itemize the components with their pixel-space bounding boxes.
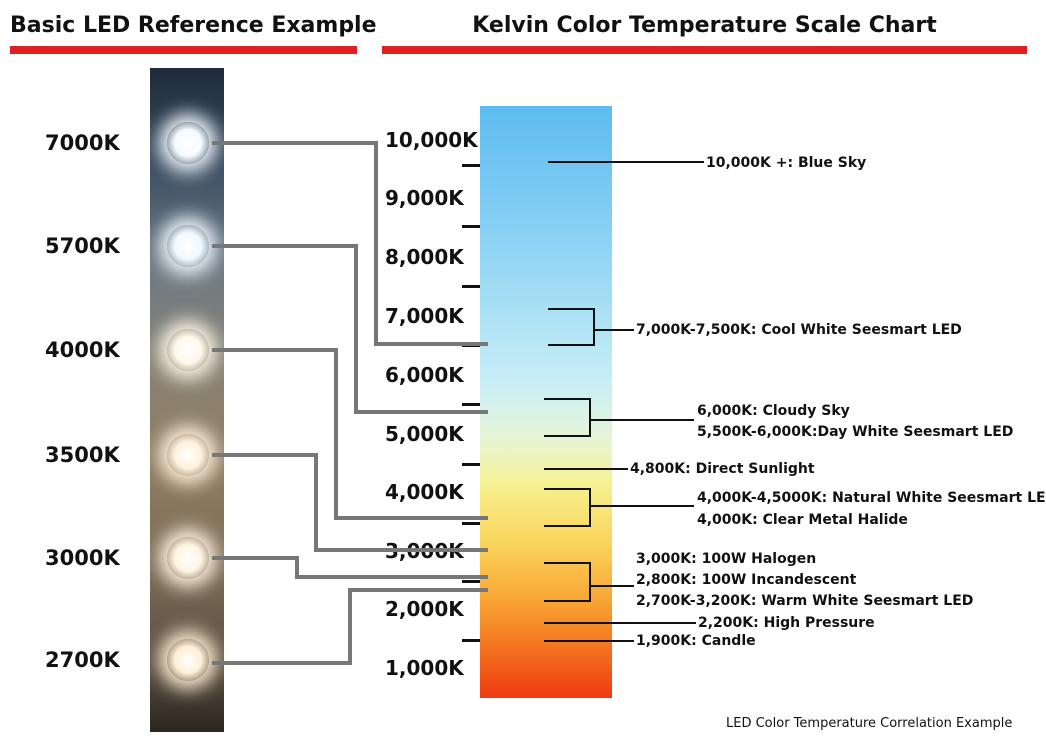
annotation-halogen: 3,000K: 100W Halogen [636, 551, 817, 567]
annotation-natural-white-led: 4,000K-4,5000K: Natural White Seesmart L… [697, 490, 1046, 506]
scale-label-9000k: 9,000K [385, 186, 464, 210]
annotation-cloudy-sky: 6,000K: Cloudy Sky [697, 403, 850, 419]
annotation-incandescent: 2,800K: 100W Incandescent [636, 572, 857, 588]
connector-line-7000k [212, 141, 488, 346]
led-2700k [167, 639, 209, 681]
scale-tick [462, 225, 480, 228]
led-strip [150, 68, 224, 732]
annotation-high-pressure: 2,200K: High Pressure [698, 615, 875, 631]
scale-label-1000k: 1,000K [385, 656, 464, 680]
annotation-clear-metal-halide: 4,000K: Clear Metal Halide [697, 512, 908, 528]
bracket-natural-white [544, 488, 591, 527]
annotation-direct-sunlight: 4,800K: Direct Sunlight [630, 461, 815, 477]
scale-label-6000k: 6,000K [385, 363, 464, 387]
connector-line-2700k [212, 588, 488, 665]
kelvin-scale-heading: Kelvin Color Temperature Scale Chart [382, 6, 1027, 54]
led-label-2700k: 2700K [45, 648, 120, 672]
bracket-cool-white [548, 308, 595, 346]
annotation-day-white-led: 5,500K-6,000K:Day White Seesmart LED [697, 424, 1014, 440]
led-3000k [167, 537, 209, 579]
scale-label-7000k: 7,000K [385, 304, 464, 328]
led-7000k [167, 122, 209, 164]
led-label-7000k: 7000K [45, 131, 120, 155]
scale-tick [462, 522, 480, 525]
scale-tick [462, 639, 480, 642]
connector-line-3000k [212, 556, 488, 579]
led-3500k [167, 434, 209, 476]
figure-caption: LED Color Temperature Correlation Exampl… [726, 716, 1013, 731]
scale-label-10000k: 10,000K [385, 128, 478, 152]
led-4000k [167, 329, 209, 371]
annotation-candle: 1,900K: Candle [636, 633, 756, 649]
scale-tick [462, 403, 480, 406]
led-label-3500k: 3500K [45, 443, 120, 467]
scale-tick [462, 580, 480, 583]
scale-label-4000k: 4,000K [385, 480, 464, 504]
scale-label-5000k: 5,000K [385, 422, 464, 446]
led-5700k [167, 225, 209, 267]
connector-line-4000k [212, 348, 488, 520]
bracket-warm-range [544, 562, 591, 602]
scale-tick [462, 164, 480, 167]
scale-label-8000k: 8,000K [385, 245, 464, 269]
bracket-cloudy-day [544, 398, 591, 437]
annotation-warm-white-led: 2,700K-3,200K: Warm White Seesmart LED [636, 593, 974, 609]
led-label-4000k: 4000K [45, 338, 120, 362]
led-reference-heading: Basic LED Reference Example [10, 6, 377, 54]
scale-tick [462, 463, 480, 466]
connector-line-3500k [212, 453, 488, 552]
led-label-3000k: 3000K [45, 546, 120, 570]
led-label-5700k: 5700K [45, 234, 120, 258]
connector-line-5700k [212, 244, 488, 414]
annotation-cool-white-led: 7,000K-7,500K: Cool White Seesmart LED [636, 322, 962, 338]
scale-tick [462, 285, 480, 288]
scale-label-2000k: 2,000K [385, 597, 464, 621]
annotation-blue-sky: 10,000K +: Blue Sky [706, 155, 867, 171]
